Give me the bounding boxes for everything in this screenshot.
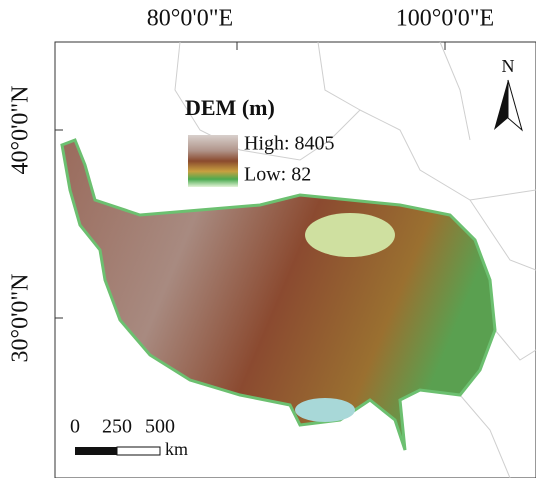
lon-label: 100°0'0"E <box>396 6 494 32</box>
scale-bar <box>117 447 160 455</box>
scale-label: 500 <box>145 416 175 438</box>
north-label: N <box>502 56 515 76</box>
scale-label: 250 <box>102 416 132 438</box>
basin <box>305 213 395 257</box>
legend-low: Low: 82 <box>244 164 311 186</box>
scale-unit: km <box>165 439 188 459</box>
legend-high: High: 8405 <box>244 133 335 155</box>
map: 80°0'0"E 100°0'0"E 40°0'0"N 30°0'0"N DEM… <box>0 0 536 478</box>
legend-ramp <box>188 135 238 187</box>
scale-bar <box>75 447 117 455</box>
scale-label: 0 <box>70 416 80 438</box>
legend-title: DEM (m) <box>185 95 275 120</box>
lowland <box>295 398 355 422</box>
lat-label: 30°0'0"N <box>8 273 34 362</box>
lat-label: 40°0'0"N <box>8 85 34 174</box>
lon-label: 80°0'0"E <box>147 6 233 32</box>
